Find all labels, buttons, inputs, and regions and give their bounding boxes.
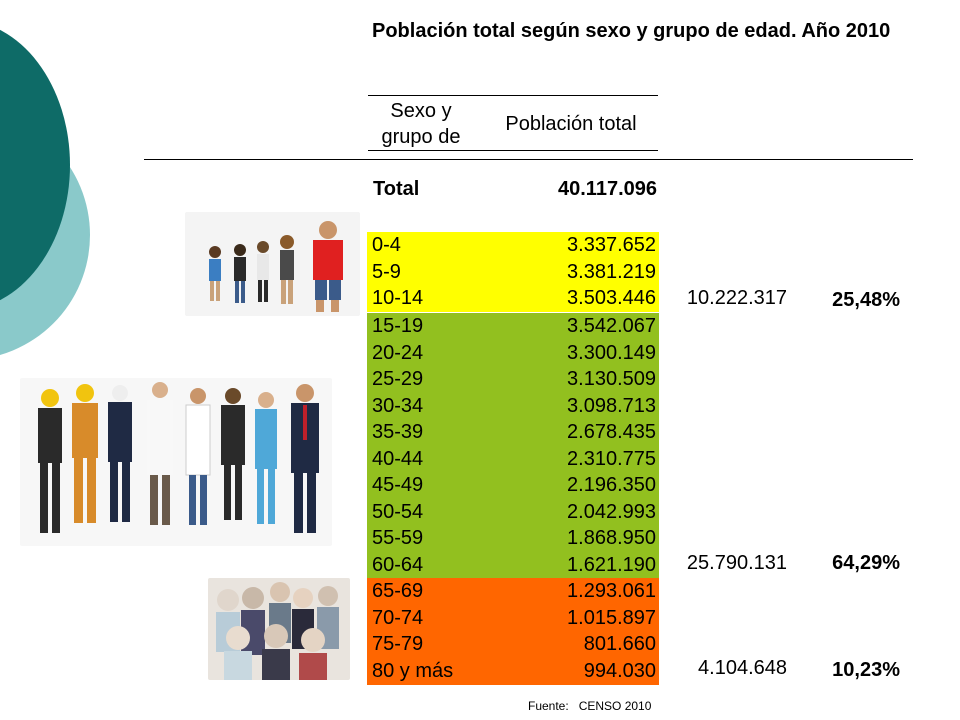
subtotal-young: 10.222.317 <box>686 287 787 309</box>
table-row: 0-4 3.337.652 <box>367 232 659 259</box>
subtotal-adult: 25.790.131 <box>686 552 787 574</box>
source-value: CENSO 2010 <box>578 699 652 713</box>
header-col-sex-age-line2: grupo de <box>381 126 461 148</box>
table-row: 40-44 2.310.775 <box>367 446 659 473</box>
population-value: 1.868.950 <box>567 527 656 549</box>
age-range: 10-14 <box>372 287 424 309</box>
table-row: 75-79 801.660 <box>367 631 659 658</box>
workers-photo <box>20 378 332 546</box>
table-row: 55-59 1.868.950 <box>367 525 659 552</box>
full-width-rule <box>144 159 913 160</box>
population-value: 3.503.446 <box>567 287 656 309</box>
elders-group <box>216 582 339 680</box>
age-range: 50-54 <box>372 500 424 523</box>
population-value: 3.300.149 <box>567 341 656 364</box>
header-col-sex-age-line1: Sexo y <box>390 100 452 122</box>
total-value: 40.117.096 <box>558 178 657 200</box>
population-value: 1.015.897 <box>567 606 656 629</box>
age-range: 30-34 <box>372 394 424 417</box>
population-value: 3.130.509 <box>567 368 656 390</box>
age-range: 25-29 <box>372 368 424 390</box>
header-bottom-rule <box>368 150 658 151</box>
header-top-rule <box>368 95 658 96</box>
child-figure <box>209 221 343 312</box>
table-row: 20-24 3.300.149 <box>367 340 659 367</box>
workers-group <box>38 382 319 533</box>
age-range: 40-44 <box>372 447 424 470</box>
population-value: 2.196.350 <box>567 474 656 496</box>
age-range: 45-49 <box>372 474 424 496</box>
table-row: 45-49 2.196.350 <box>367 472 659 499</box>
source-note: Fuente: CENSO 2010 <box>528 699 661 713</box>
table-row: 70-74 1.015.897 <box>367 605 659 632</box>
table-row: 15-19 3.542.067 <box>367 313 659 340</box>
population-value: 3.337.652 <box>567 234 656 256</box>
page-title: Población total según sexo y grupo de ed… <box>372 20 891 42</box>
population-value: 801.660 <box>583 633 656 655</box>
population-value: 2.042.993 <box>567 500 656 523</box>
children-photo <box>185 212 360 316</box>
population-value: 1.293.061 <box>567 580 656 602</box>
age-range: 65-69 <box>372 580 424 602</box>
age-group-adult: 15-19 3.542.067 20-24 3.300.149 25-29 3.130.5… <box>367 313 659 578</box>
age-range: 80 y más <box>372 659 454 682</box>
header-col-population: Población total <box>505 113 637 135</box>
total-label: Total <box>373 178 420 200</box>
age-range: 70-74 <box>372 606 424 629</box>
subtotal-elderly: 4.104.648 <box>698 657 787 679</box>
table-row: 65-69 1.293.061 <box>367 578 659 605</box>
table-row: 80 y más 994.030 <box>367 658 659 685</box>
population-value: 3.098.713 <box>567 394 656 417</box>
table-row: 5-9 3.381.219 <box>367 259 659 286</box>
percent-adult: 64,29% <box>832 552 900 574</box>
age-group-young: 0-4 3.337.652 5-9 3.381.219 10-14 3.503.446 <box>367 232 659 312</box>
source-label: Fuente: <box>528 699 569 713</box>
table-row: 30-34 3.098.713 <box>367 393 659 420</box>
table-row: 25-29 3.130.509 <box>367 366 659 393</box>
decor-circles <box>0 0 100 355</box>
population-value: 3.381.219 <box>567 260 656 283</box>
age-range: 0-4 <box>372 234 401 256</box>
table-row: 35-39 2.678.435 <box>367 419 659 446</box>
age-range: 35-39 <box>372 421 424 443</box>
header-col-sex-age: Sexo y grupo de <box>367 98 475 150</box>
table-row: 60-64 1.621.190 <box>367 552 659 579</box>
age-range: 55-59 <box>372 527 424 549</box>
table-row: 50-54 2.042.993 <box>367 499 659 526</box>
elders-photo <box>208 578 350 680</box>
age-range: 75-79 <box>372 633 424 655</box>
population-value: 994.030 <box>583 659 656 682</box>
table-row: 10-14 3.503.446 <box>367 285 659 312</box>
age-range: 20-24 <box>372 341 424 364</box>
age-group-elderly: 65-69 1.293.061 70-74 1.015.897 75-79 801.660… <box>367 578 659 685</box>
age-range: 5-9 <box>372 260 401 283</box>
population-value: 1.621.190 <box>567 553 656 576</box>
population-value: 2.310.775 <box>567 447 656 470</box>
age-range: 15-19 <box>372 315 424 337</box>
percent-elderly: 10,23% <box>832 659 900 681</box>
population-value: 2.678.435 <box>567 421 656 443</box>
percent-young: 25,48% <box>832 289 900 311</box>
population-value: 3.542.067 <box>567 315 656 337</box>
age-range: 60-64 <box>372 553 424 576</box>
